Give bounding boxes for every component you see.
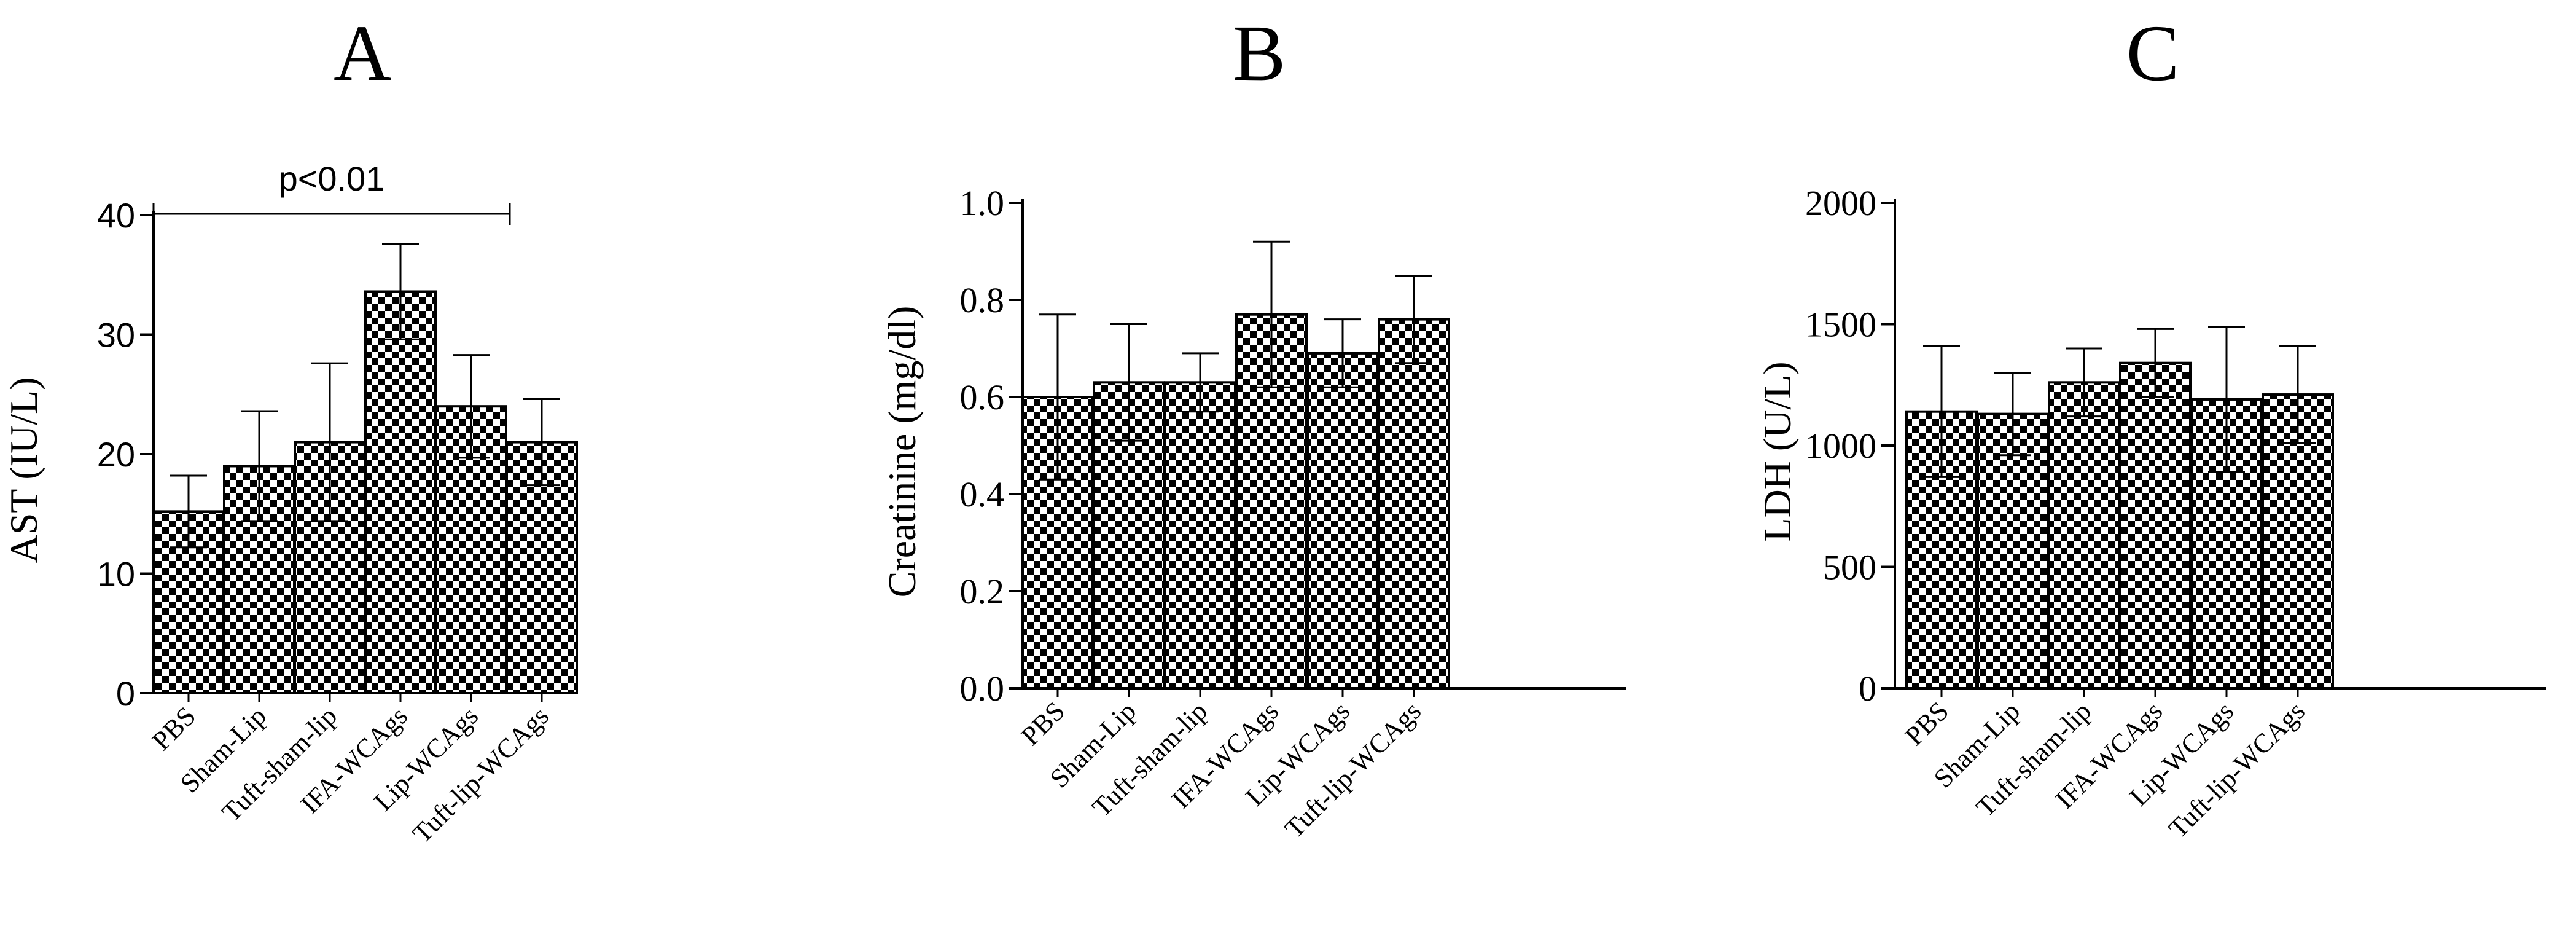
panel-b: B Creatinine (mg/dl) 0.00.20.40.60.81.0 … [880,9,1626,844]
bar-b-5 [1378,318,1450,690]
y-tick-label-c-4: 2000 [1805,183,1876,223]
y-tick-label-b-1: 0.2 [960,572,1005,611]
bar-a-3 [364,290,437,695]
y-tick-label-a-3: 30 [97,316,135,355]
y-ticks-a: 0 10 20 30 40 [97,196,574,713]
y-tick-label-a-0: 0 [116,674,135,713]
bars-c [1905,325,2334,690]
y-tick-label-b-4: 0.8 [960,280,1005,320]
bars-a [152,243,578,695]
y-tick-label-c-0: 0 [1859,669,1876,709]
category-labels-a: PBSSham-LipTuft-sham-lipIFA-WCAgsLip-WCA… [146,693,555,849]
y-axis-label-c: LDH (U/L) [1755,361,1799,541]
bar-b-4 [1306,352,1379,690]
y-tick-label-b-3: 0.6 [960,377,1005,417]
category-labels-b: PBSSham-LipTuft-sham-lipIFA-WCAgsLip-WCA… [1015,688,1427,844]
y-ticks-b: 0.0 0.2 0.4 0.6 0.8 1.0 [960,183,1626,709]
bar-b-2 [1164,381,1236,690]
y-tick-label-a-4: 40 [97,196,135,235]
y-tick-label-a-1: 10 [97,555,135,594]
bars-b [1021,240,1450,690]
panel-label-a: A [334,9,391,98]
y-tick-label-c-1: 500 [1823,548,1876,587]
bar-c-2 [2048,381,2120,690]
panel-label-b: B [1233,9,1286,98]
panel-c: C LDH (U/L) 0 500 1000 1500 2000 PBSSham-Lip… [1755,9,2546,844]
y-axis-label-a: AST (IU/L) [2,377,45,564]
significance-label: p<0.01 [279,159,385,198]
y-tick-label-c-3: 1500 [1805,305,1876,345]
y-tick-label-c-2: 1000 [1805,426,1876,466]
category-labels-c: PBSSham-LipTuft-sham-lipIFA-WCAgsLip-WCA… [1899,688,2311,844]
category-label-a-0: PBS [146,701,201,756]
significance-bracket: p<0.01 [152,159,511,225]
panel-label-c: C [2126,9,2180,98]
y-axis-label-b: Creatinine (mg/dl) [880,306,924,598]
bar-c-3 [2119,361,2192,690]
category-label-c-0: PBS [1899,696,1954,751]
y-tick-label-b-2: 0.4 [960,474,1005,514]
y-tick-label-b-5: 1.0 [960,183,1005,223]
panel-a: A AST (IU/L) 0 10 20 30 40 PBSSham-LipTuft-s… [2,9,578,849]
category-label-b-0: PBS [1015,696,1071,751]
y-tick-label-b-0: 0.0 [960,669,1005,709]
y-tick-label-a-2: 20 [97,435,135,474]
